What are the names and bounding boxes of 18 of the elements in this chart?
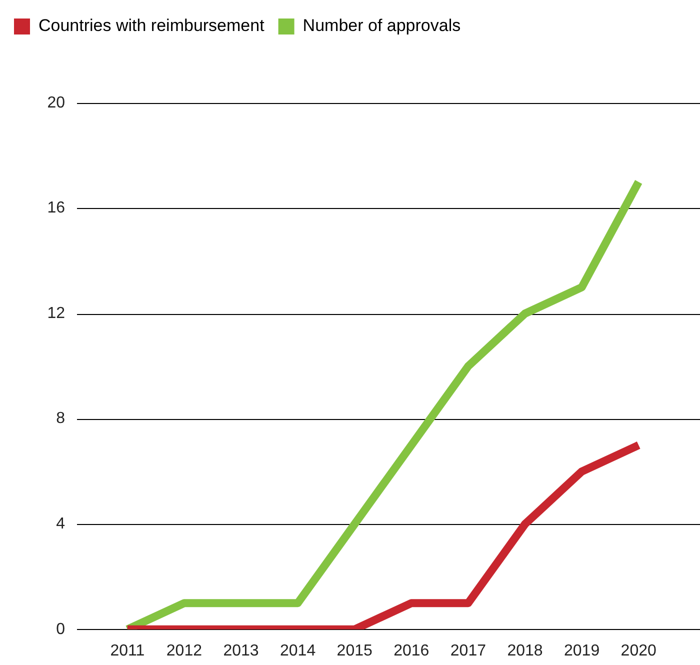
- y-tick-label: 12: [47, 304, 66, 322]
- x-tick-label: 2012: [166, 642, 202, 660]
- y-tick-label: 20: [47, 94, 66, 112]
- legend-label: Number of approvals: [302, 16, 461, 36]
- y-tick-label: 16: [47, 200, 66, 217]
- y-tick-label: 0: [56, 620, 66, 638]
- x-tick-label: 2018: [507, 642, 543, 660]
- x-tick-label: 2020: [620, 642, 656, 660]
- x-tick-label: 2013: [223, 642, 259, 660]
- y-tick-label: 4: [56, 516, 66, 533]
- x-tick-label: 2014: [280, 642, 316, 660]
- y-tick-label: 8: [56, 410, 66, 428]
- legend-label: Countries with reimbursement: [38, 16, 265, 36]
- x-tick-label: 2017: [450, 642, 486, 660]
- x-tick-label: 2011: [110, 642, 145, 660]
- x-tick-label: 2019: [564, 642, 600, 660]
- x-tick-label: 2015: [336, 642, 372, 660]
- x-tick-label: 2016: [394, 642, 430, 660]
